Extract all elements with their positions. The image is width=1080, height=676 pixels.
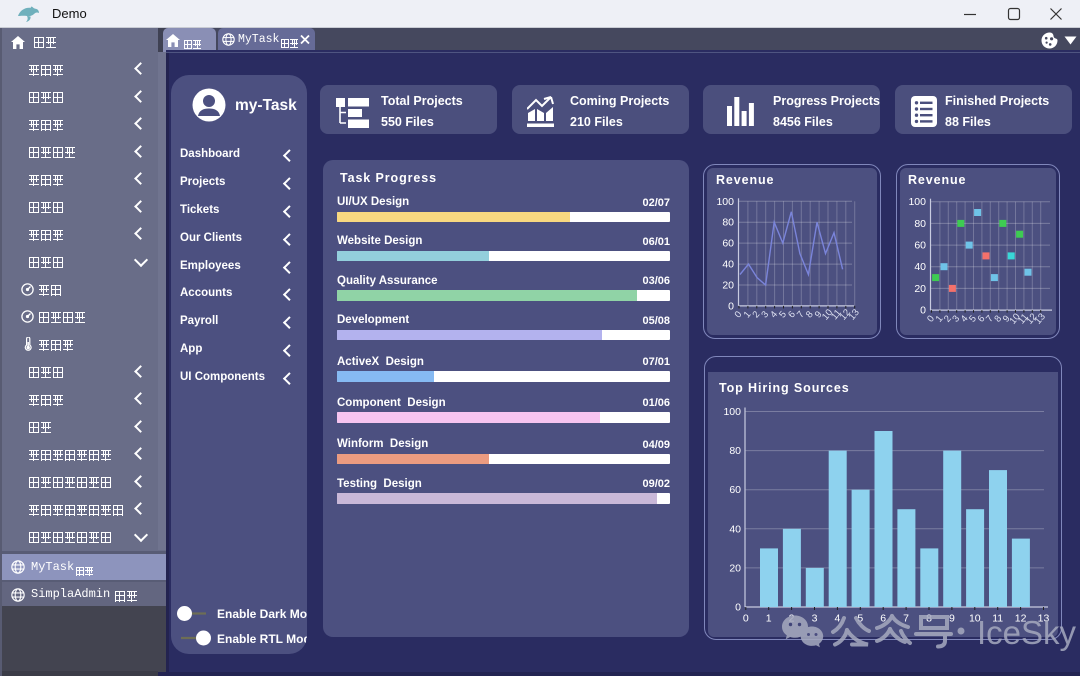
svg-text:20: 20 xyxy=(729,562,741,574)
svg-text:100: 100 xyxy=(908,196,926,208)
svg-text:13: 13 xyxy=(1038,613,1050,625)
svg-text:6: 6 xyxy=(880,613,886,625)
svg-text:12: 12 xyxy=(1015,613,1027,625)
svg-text:40: 40 xyxy=(729,523,741,535)
svg-text:11: 11 xyxy=(992,613,1003,625)
svg-text:20: 20 xyxy=(722,280,734,292)
svg-text:60: 60 xyxy=(722,238,734,250)
svg-text:40: 40 xyxy=(914,261,926,273)
svg-text:5: 5 xyxy=(777,309,789,320)
svg-text:10: 10 xyxy=(969,613,981,625)
svg-text:9: 9 xyxy=(949,613,955,625)
svg-text:7: 7 xyxy=(984,313,996,324)
svg-text:1: 1 xyxy=(934,313,946,324)
svg-text:20: 20 xyxy=(914,283,926,295)
svg-text:4: 4 xyxy=(768,309,780,320)
svg-text:60: 60 xyxy=(729,484,741,496)
svg-text:100: 100 xyxy=(723,406,741,418)
svg-text:8: 8 xyxy=(804,309,816,320)
svg-text:80: 80 xyxy=(914,218,926,230)
svg-text:2: 2 xyxy=(942,313,954,324)
svg-text:6: 6 xyxy=(786,309,798,320)
svg-text:IceSky: IceSky xyxy=(977,614,1077,651)
svg-text:3: 3 xyxy=(950,313,962,324)
svg-text:3: 3 xyxy=(812,613,818,625)
svg-text:9: 9 xyxy=(813,309,825,320)
svg-text:40: 40 xyxy=(722,259,734,271)
svg-text:5: 5 xyxy=(857,613,863,625)
svg-text:3: 3 xyxy=(759,309,771,320)
svg-text:0: 0 xyxy=(925,313,937,324)
svg-text:0: 0 xyxy=(733,309,745,320)
svg-text:1: 1 xyxy=(766,613,772,625)
svg-text:0: 0 xyxy=(743,613,749,625)
svg-text:1: 1 xyxy=(742,309,754,320)
svg-text:4: 4 xyxy=(959,313,971,324)
svg-text:100: 100 xyxy=(716,196,734,208)
svg-text:6: 6 xyxy=(976,313,988,324)
svg-text:5: 5 xyxy=(967,313,979,324)
svg-text:0: 0 xyxy=(728,300,734,312)
svg-text:4: 4 xyxy=(834,613,840,625)
svg-text:8: 8 xyxy=(992,313,1004,324)
svg-text:0: 0 xyxy=(735,602,741,614)
svg-text:9: 9 xyxy=(1001,313,1013,324)
svg-text:80: 80 xyxy=(729,445,741,457)
svg-text:0: 0 xyxy=(920,305,926,317)
svg-text:7: 7 xyxy=(903,613,909,625)
svg-text:7: 7 xyxy=(795,309,807,320)
svg-text:60: 60 xyxy=(914,240,926,252)
svg-text:2: 2 xyxy=(750,309,762,320)
svg-text:80: 80 xyxy=(722,217,734,229)
